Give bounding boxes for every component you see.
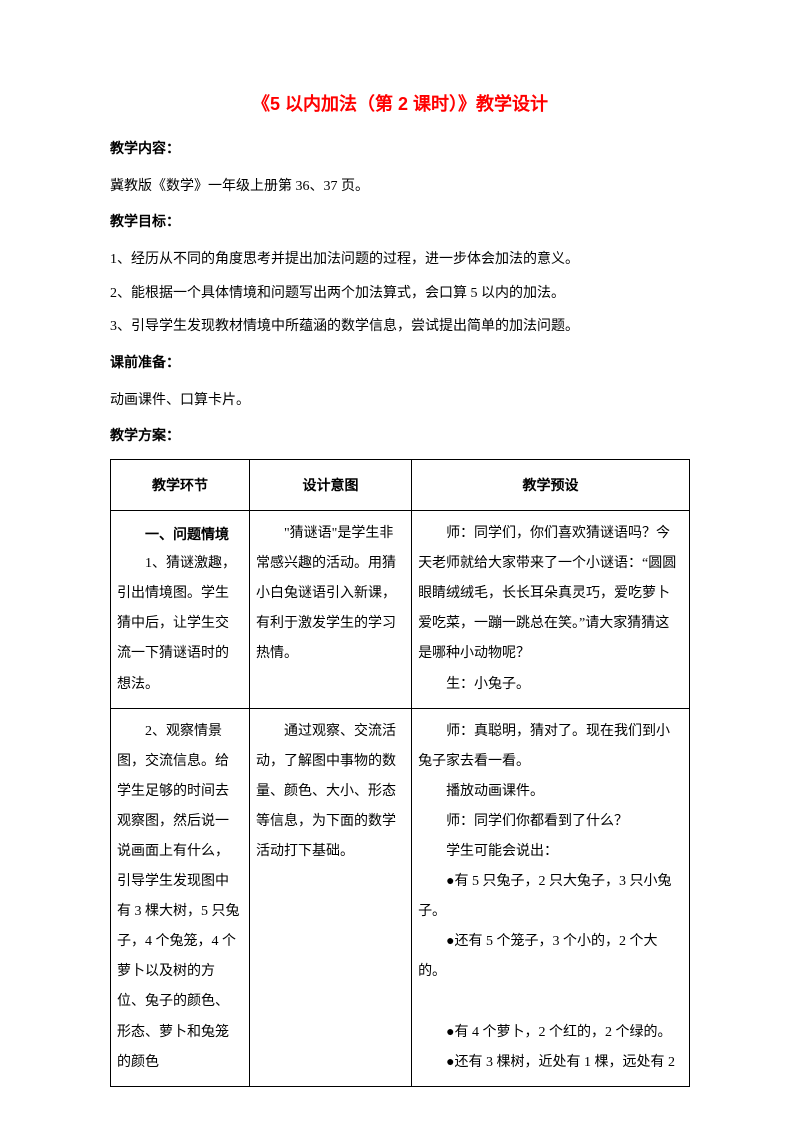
plan-label: 教学方案： [110,425,690,445]
row2-c3a: 师：真聪明，猜对了。现在我们到小兔子家去看一看。 [418,717,683,777]
table-row: 2、观察情景图，交流信息。给学生足够的时间去观察图，然后说一说画面上有什么，引导… [111,708,690,1086]
row2-c2: 通过观察、交流活动，了解图中事物的数量、颜色、大小、形态等信息，为下面的数学活动… [256,717,405,867]
row2-c3g: ●有 4 个萝卜，2 个红的，2 个绿的。 [418,1018,683,1048]
goal-3: 3、引导学生发现教材情境中所蕴涵的数学信息，尝试提出简单的加法问题。 [110,312,690,341]
table-header-row: 教学环节 设计意图 教学预设 [111,459,690,510]
prep-text: 动画课件、口算卡片。 [110,386,690,415]
goal-1: 1、经历从不同的角度思考并提出加法问题的过程，进一步体会加法的意义。 [110,245,690,274]
section-goals: 教学目标： 1、经历从不同的角度思考并提出加法问题的过程，进一步体会加法的意义。… [110,211,690,341]
row2-c3d: 学生可能会说出： [418,837,683,867]
row1-c1-body: 1、猜谜激趣，引出情境图。学生猜中后，让学生交流一下猜谜语时的想法。 [117,549,243,699]
header-col3: 教学预设 [412,459,690,510]
cell-r1c2: "猜谜语"是学生非常感兴趣的活动。用猜小白兔谜语引入新课，有利于激发学生的学习热… [249,511,411,709]
content-text: 冀教版《数学》一年级上册第 36、37 页。 [110,172,690,201]
section-content: 教学内容： 冀教版《数学》一年级上册第 36、37 页。 [110,138,690,201]
content-label: 教学内容： [110,138,690,158]
document-title: 《5 以内加法（第 2 课时）》教学设计 [110,90,690,116]
goal-2: 2、能根据一个具体情境和问题写出两个加法算式，会口算 5 以内的加法。 [110,279,690,308]
row2-c3e: ●有 5 只兔子，2 只大兔子，3 只小兔子。 [418,867,683,927]
table-row: 一、问题情境 1、猜谜激趣，引出情境图。学生猜中后，让学生交流一下猜谜语时的想法… [111,511,690,709]
row2-c3h: ●还有 3 棵树，近处有 1 棵，远处有 2 [418,1048,683,1078]
row1-c2: "猜谜语"是学生非常感兴趣的活动。用猜小白兔谜语引入新课，有利于激发学生的学习热… [256,519,405,669]
document-page: 《5 以内加法（第 2 课时）》教学设计 教学内容： 冀教版《数学》一年级上册第… [0,0,800,1127]
row1-c3a: 师：同学们，你们喜欢猜谜语吗？今天老师就给大家带来了一个小谜语：“圆圆眼睛绒绒毛… [418,519,683,669]
cell-r2c1: 2、观察情景图，交流信息。给学生足够的时间去观察图，然后说一说画面上有什么，引导… [111,708,250,1086]
cell-r2c2: 通过观察、交流活动，了解图中事物的数量、颜色、大小、形态等信息，为下面的数学活动… [249,708,411,1086]
row2-c3c: 师：同学们你都看到了什么？ [418,807,683,837]
row2-c3b: 播放动画课件。 [418,777,683,807]
cell-r1c3: 师：同学们，你们喜欢猜谜语吗？今天老师就给大家带来了一个小谜语：“圆圆眼睛绒绒毛… [412,511,690,709]
prep-label: 课前准备： [110,352,690,372]
header-col2: 设计意图 [249,459,411,510]
row2-c3f: ●还有 5 个笼子，3 个小的，2 个大的。 [418,927,683,987]
goal-label: 教学目标： [110,211,690,231]
plan-table: 教学环节 设计意图 教学预设 一、问题情境 1、猜谜激趣，引出情境图。学生猜中后… [110,459,690,1087]
cell-r1c1: 一、问题情境 1、猜谜激趣，引出情境图。学生猜中后，让学生交流一下猜谜语时的想法… [111,511,250,709]
section-prep: 课前准备： 动画课件、口算卡片。 [110,352,690,415]
cell-r2c3: 师：真聪明，猜对了。现在我们到小兔子家去看一看。 播放动画课件。 师：同学们你都… [412,708,690,1086]
row1-c3b: 生：小兔子。 [418,670,683,700]
header-col1: 教学环节 [111,459,250,510]
row2-c1: 2、观察情景图，交流信息。给学生足够的时间去观察图，然后说一说画面上有什么，引导… [117,717,243,1078]
row1-heading: 一、问题情境 [117,519,243,549]
